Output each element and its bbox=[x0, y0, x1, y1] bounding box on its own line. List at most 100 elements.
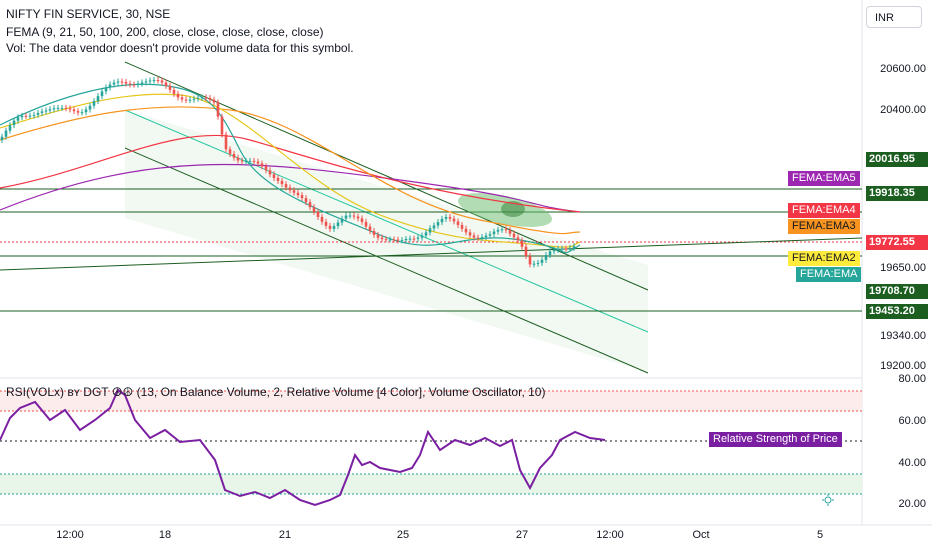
candle-body bbox=[448, 217, 452, 219]
price-axis-label: 19200.00 bbox=[880, 360, 926, 372]
candle-body bbox=[484, 235, 488, 238]
candle-body bbox=[56, 107, 60, 109]
candle-body bbox=[300, 195, 304, 199]
candle-body bbox=[444, 217, 448, 219]
candle-body bbox=[40, 111, 44, 113]
candle-body bbox=[276, 177, 280, 181]
candle-body bbox=[176, 93, 180, 98]
candle-body bbox=[116, 81, 120, 83]
candle-body bbox=[440, 218, 444, 223]
time-axis-label: 21 bbox=[278, 529, 292, 541]
candle-body bbox=[384, 239, 388, 241]
candle-body bbox=[416, 237, 420, 239]
candle-body bbox=[476, 237, 480, 239]
candle-body bbox=[524, 246, 528, 257]
candle-body bbox=[204, 97, 208, 99]
currency-button[interactable]: INR bbox=[866, 6, 922, 28]
rsi-line bbox=[0, 388, 606, 507]
candle-body bbox=[536, 262, 540, 264]
candle-body bbox=[200, 97, 204, 99]
price-axis-label: 19650.00 bbox=[880, 262, 926, 274]
candle-body bbox=[508, 230, 512, 234]
candle-body bbox=[292, 190, 296, 193]
rsi-overbought-band bbox=[0, 391, 862, 411]
candle-body bbox=[324, 221, 328, 226]
candle-body bbox=[336, 222, 340, 227]
candle-body bbox=[148, 80, 152, 82]
candle-body bbox=[112, 82, 116, 85]
price-tag-20016: 20016.95 bbox=[866, 152, 928, 167]
candle-body bbox=[456, 221, 460, 225]
candle-body bbox=[16, 117, 20, 121]
candle-body bbox=[312, 207, 316, 212]
candle-body bbox=[460, 224, 464, 229]
price-tag-19453: 19453.20 bbox=[866, 304, 928, 319]
candle-body bbox=[512, 233, 516, 238]
candle-body bbox=[328, 225, 332, 229]
candle-body bbox=[252, 160, 256, 162]
candle-body bbox=[304, 198, 308, 203]
candle-body bbox=[400, 240, 404, 242]
candle-body bbox=[264, 166, 268, 171]
rsi-axis-label: 20.00 bbox=[898, 498, 926, 510]
candle-body bbox=[472, 235, 476, 238]
price-axis-label: 20600.00 bbox=[880, 63, 926, 75]
candle-body bbox=[140, 82, 144, 84]
candle-body bbox=[372, 231, 376, 235]
fema-indicator-legend[interactable]: FEMA (9, 21, 50, 100, 200, close, close,… bbox=[6, 25, 324, 39]
candle-body bbox=[0, 136, 4, 140]
symbol-title[interactable]: NIFTY FIN SERVICE, 30, NSE bbox=[6, 7, 171, 21]
ema4-line bbox=[0, 134, 581, 213]
price-tag-19708: 19708.70 bbox=[866, 284, 928, 299]
candle-body bbox=[228, 149, 232, 154]
candle-body bbox=[124, 82, 128, 84]
candle-body bbox=[568, 247, 572, 249]
candle-body bbox=[100, 91, 104, 97]
channel-mid-line bbox=[124, 109, 649, 333]
candle-body bbox=[540, 259, 544, 263]
highlight-core bbox=[501, 201, 525, 217]
candle-body bbox=[96, 96, 100, 102]
candle-body bbox=[76, 111, 80, 113]
candle-body bbox=[392, 239, 396, 241]
candle-body bbox=[104, 87, 108, 92]
rsi-axis-label: 80.00 bbox=[898, 373, 926, 385]
candle-body bbox=[224, 134, 228, 150]
rsi-indicator-legend[interactable]: RSI(VOLx) ʙʏ DGT ☮☮ (13, On Balance Volu… bbox=[6, 385, 546, 399]
candle-body bbox=[256, 161, 260, 164]
candle-body bbox=[164, 82, 168, 86]
sun-icon[interactable] bbox=[822, 494, 834, 506]
candle-body bbox=[408, 238, 412, 240]
rsi-tag: Relative Strength of Price bbox=[709, 432, 842, 447]
rsi-axis-label: 40.00 bbox=[898, 457, 926, 469]
candle-body bbox=[268, 170, 272, 175]
time-axis-label: 5 bbox=[816, 529, 824, 541]
time-axis-label: 12:00 bbox=[56, 529, 84, 541]
price-tag-19918: 19918.35 bbox=[866, 186, 928, 201]
candle-body bbox=[60, 107, 64, 109]
candle-body bbox=[420, 235, 424, 238]
candle-body bbox=[232, 153, 236, 158]
candle-body bbox=[212, 99, 216, 103]
candle-body bbox=[152, 80, 156, 82]
candle-body bbox=[260, 163, 264, 167]
candle-body bbox=[120, 81, 124, 83]
candle-body bbox=[356, 216, 360, 219]
candle-body bbox=[168, 85, 172, 90]
time-axis-label: 25 bbox=[396, 529, 410, 541]
candle-body bbox=[492, 231, 496, 235]
volume-note: Vol: The data vendor doesn't provide vol… bbox=[6, 41, 354, 55]
candle-body bbox=[412, 238, 416, 240]
candle-body bbox=[344, 215, 348, 219]
time-axis-label: 18 bbox=[158, 529, 172, 541]
ema3-line bbox=[0, 106, 581, 235]
candle-body bbox=[88, 105, 92, 110]
candle-body bbox=[52, 108, 56, 110]
candle-body bbox=[528, 256, 532, 265]
candle-body bbox=[4, 130, 8, 137]
candle-body bbox=[240, 160, 244, 162]
candle-body bbox=[368, 226, 372, 232]
candle-body bbox=[136, 83, 140, 85]
candle-body bbox=[320, 216, 324, 222]
